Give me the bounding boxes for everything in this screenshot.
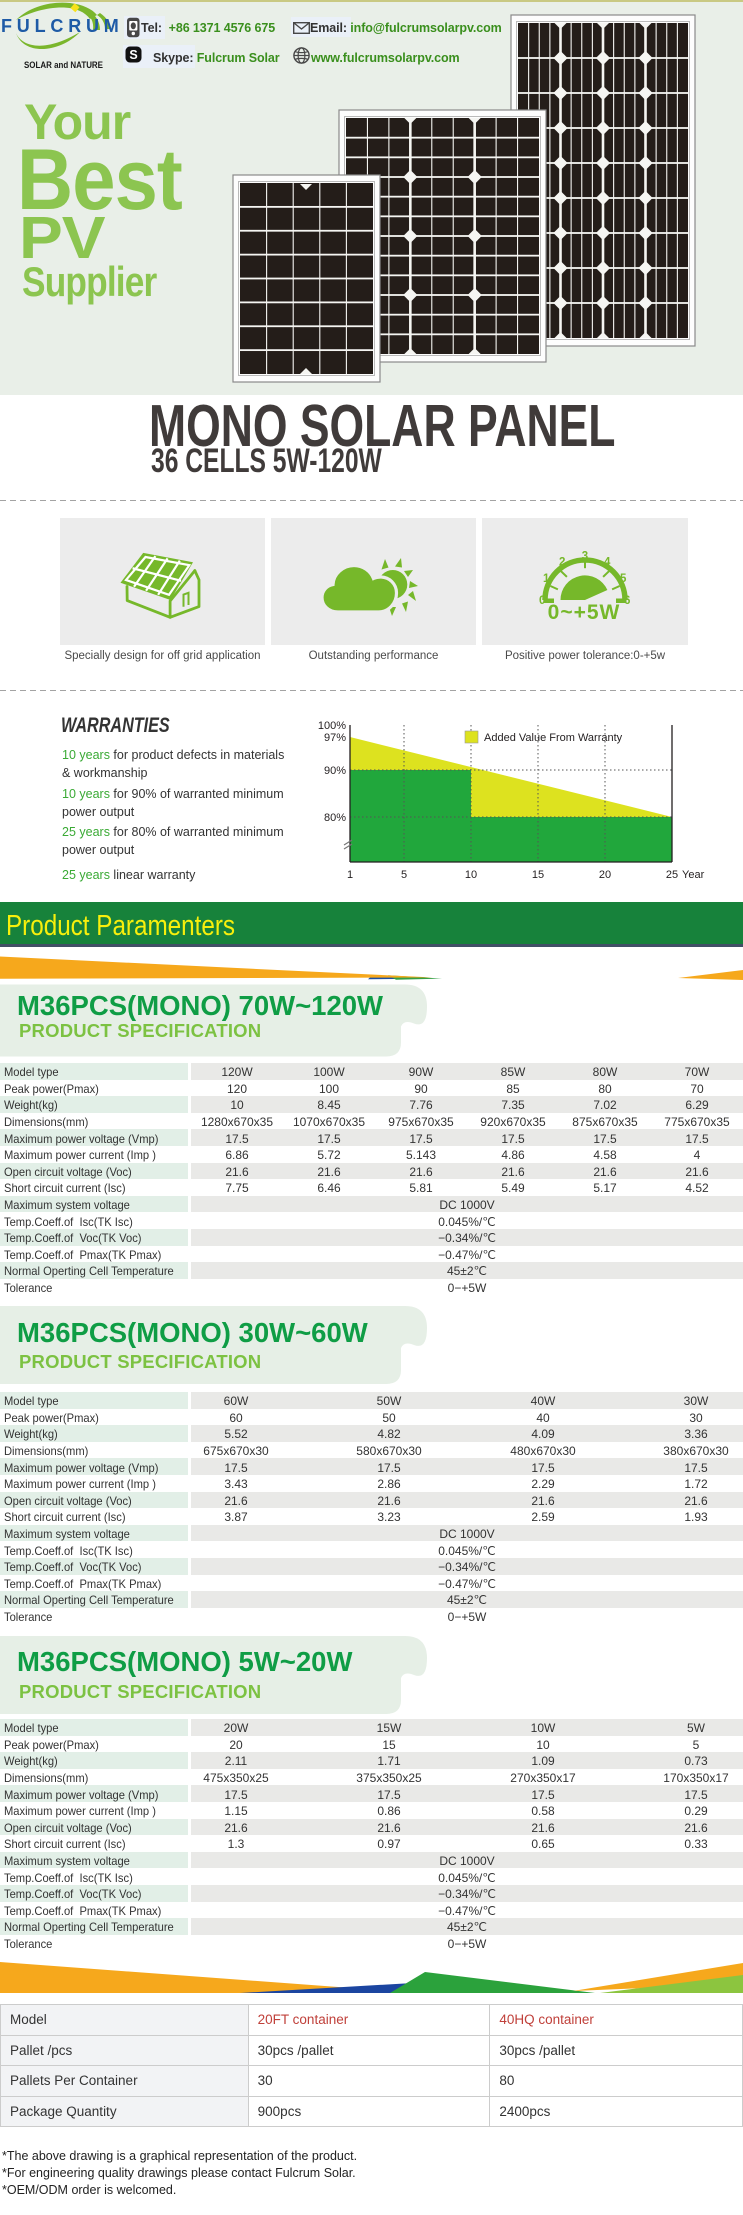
svg-text:100%: 100% bbox=[318, 720, 346, 732]
svg-text:0~+5W: 0~+5W bbox=[548, 601, 621, 624]
svg-text:25: 25 bbox=[666, 869, 678, 881]
svg-text:80%: 80% bbox=[324, 812, 346, 824]
svg-text:Year: Year bbox=[682, 869, 705, 881]
svg-text:15: 15 bbox=[532, 869, 544, 881]
svg-text:SOLAR and NATURE: SOLAR and NATURE bbox=[24, 60, 103, 70]
svg-text:5: 5 bbox=[401, 869, 407, 881]
svg-text:3: 3 bbox=[582, 551, 588, 563]
svg-text:1: 1 bbox=[543, 573, 550, 585]
svg-text:4: 4 bbox=[604, 557, 611, 569]
svg-text:97%: 97% bbox=[324, 732, 346, 744]
svg-text:20: 20 bbox=[599, 869, 611, 881]
svg-text:5: 5 bbox=[620, 573, 627, 585]
svg-text:2: 2 bbox=[559, 557, 565, 569]
svg-text:FULCRUM: FULCRUM bbox=[1, 16, 124, 36]
svg-text:6: 6 bbox=[624, 595, 630, 607]
svg-text:1: 1 bbox=[347, 869, 353, 881]
svg-text:S: S bbox=[129, 48, 137, 62]
svg-text:0: 0 bbox=[539, 595, 545, 607]
svg-text:10: 10 bbox=[465, 869, 477, 881]
svg-text:Added Value From Warranty: Added Value From Warranty bbox=[484, 732, 623, 744]
svg-text:90%: 90% bbox=[324, 765, 346, 777]
